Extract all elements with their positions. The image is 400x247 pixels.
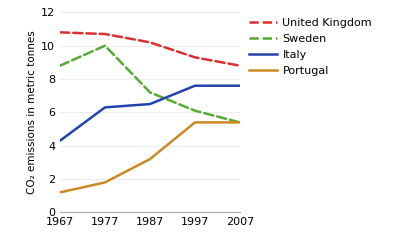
Legend: United Kingdom, Sweden, Italy, Portugal: United Kingdom, Sweden, Italy, Portugal [249,18,372,76]
Y-axis label: CO₂ emissions in metric tonnes: CO₂ emissions in metric tonnes [27,31,37,194]
